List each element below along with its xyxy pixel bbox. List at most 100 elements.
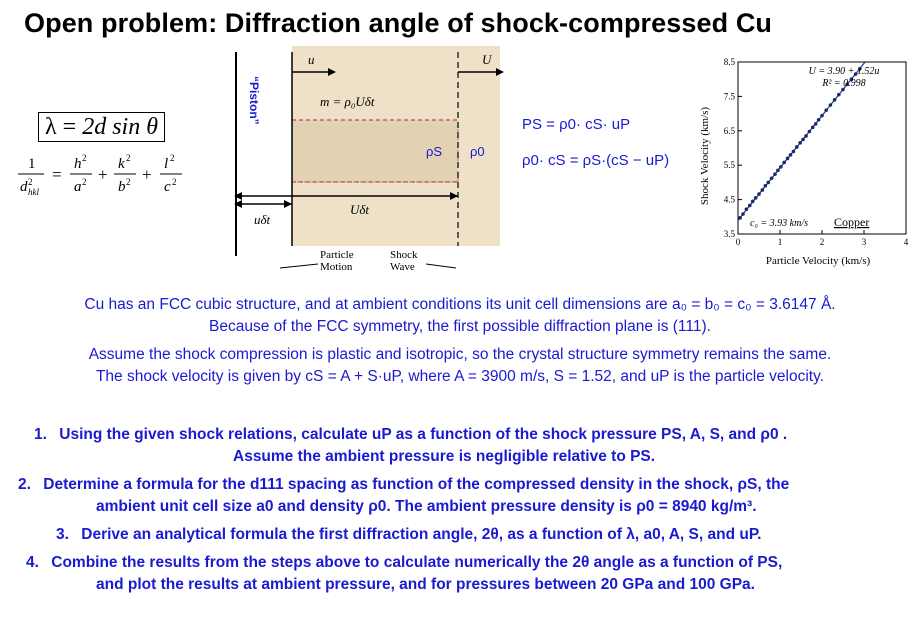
shocked-region (291, 119, 459, 183)
data-point (807, 129, 812, 134)
U-label: U (482, 52, 493, 67)
question-4-line2: and plot the results at ambient pressure… (96, 576, 755, 593)
eq-c-pow: 2 (172, 177, 177, 187)
y-tick-label: 7.5 (724, 91, 736, 101)
eq-d: d (20, 179, 28, 195)
particle-motion-label-2: Motion (320, 261, 353, 273)
eq-plus-2: + (142, 165, 152, 184)
x-tick-label: 4 (904, 237, 909, 247)
data-point (791, 149, 796, 154)
eq-h: h (74, 156, 82, 172)
data-point (824, 108, 828, 112)
plot-frame (737, 61, 907, 235)
udt-label: uδt (254, 212, 271, 227)
eq-a-pow: 2 (82, 177, 87, 187)
bragg-rhs: 2d sin θ (82, 114, 158, 140)
question-1: 1. Using the given shock relations, calc… (34, 424, 787, 445)
data-point (750, 199, 755, 204)
rho-s-label: ρS (426, 144, 442, 159)
data-point (804, 134, 808, 138)
data-point (763, 184, 768, 188)
y-tick-label: 5.5 (724, 160, 736, 170)
data-point (782, 160, 786, 165)
data-point (785, 156, 790, 161)
data-point (845, 82, 849, 87)
data-point (853, 72, 858, 76)
data-point (832, 98, 837, 102)
eq-l-pow: 2 (170, 153, 175, 163)
data-point (769, 176, 774, 181)
data-point (837, 92, 841, 97)
x-tick-label: 3 (862, 237, 867, 247)
data-point (766, 180, 771, 185)
question-2-line2: ambient unit cell size a0 and density ρ0… (96, 498, 757, 515)
data-point (757, 192, 761, 196)
page-title: Open problem: Diffraction angle of shock… (24, 8, 773, 38)
data-point (788, 153, 793, 157)
data-point (841, 87, 845, 92)
question-2-number: 2. (18, 476, 31, 493)
data-point (741, 212, 745, 216)
data-point (738, 216, 742, 220)
mass-label: m = ρ₀Uδt (320, 94, 375, 109)
y-tick-label: 6.5 (724, 126, 736, 136)
eq-dsub: hkl (28, 187, 39, 197)
data-point (779, 165, 783, 169)
data-point (801, 137, 805, 142)
y-axis-label: Shock Velocity (km/s) (699, 107, 711, 206)
data-point (798, 141, 802, 145)
data-point (753, 196, 758, 200)
relation-2: ρ0· cS = ρS·(cS − uP) (522, 152, 670, 169)
x-tick-label: 0 (736, 237, 741, 247)
rho-0-label: ρ0 (470, 144, 485, 159)
bragg-eq: = (62, 114, 77, 140)
data-point (816, 117, 821, 122)
question-3-line1: Derive an analytical formula the first d… (81, 526, 762, 543)
shock-wave-label-2: Wave (390, 261, 415, 273)
piston-label: “Piston” (247, 76, 261, 125)
x-axis-label: Particle Velocity (km/s) (766, 255, 871, 267)
Udt-label: Uδt (350, 202, 369, 217)
eq-l: l (164, 156, 168, 172)
data-point (744, 207, 749, 212)
shock-wave-label-1: Shock (390, 249, 418, 261)
question-4-line1: Combine the results from the steps above… (51, 554, 783, 571)
eq-h-pow: 2 (82, 153, 87, 163)
hugoniot-chart: 0 1 2 3 4 3.5 4.5 5.5 6.5 7.5 8.5 U = 3.90 + 1.52u… (699, 57, 909, 267)
eq-one: 1 (28, 156, 36, 172)
eq-a: a (74, 179, 82, 195)
x-tick-label: 1 (778, 237, 783, 247)
question-4-number: 4. (26, 554, 39, 571)
question-1-number: 1. (34, 426, 47, 443)
material-label: Copper (834, 215, 869, 229)
data-point (773, 172, 777, 176)
lattice-spacing-equation: 1 d hkl 2 = h 2 a 2 + k 2 b 2 + l 2 c 2 (18, 153, 182, 197)
shock-diagram: u U m = ρ₀Uδt “Piston” ρS ρ0 Uδt uδt Par… (234, 46, 504, 273)
particle-motion-label-1: Particle (320, 249, 354, 261)
data-point (795, 145, 799, 149)
eq-b-pow: 2 (126, 177, 131, 187)
data-point (828, 103, 833, 107)
eq-k-pow: 2 (126, 153, 131, 163)
r2-label: R² = 0.998 (821, 78, 865, 89)
question-3-number: 3. (56, 526, 69, 543)
data-point (810, 125, 815, 130)
eq-c: c (164, 179, 171, 195)
data-point (820, 113, 824, 118)
eq-equals: = (52, 165, 62, 184)
eq-b: b (118, 179, 126, 195)
y-tick-label: 3.5 (724, 229, 736, 239)
fit-label: U = 3.90 + 1.52u (809, 66, 880, 77)
intro-p1-line2: Because of the FCC symmetry, the first p… (209, 318, 711, 335)
bragg-equation: λ = 2d sin θ (38, 112, 165, 142)
y-tick-label: 4.5 (724, 195, 736, 205)
c0-label: c₀ = 3.93 km/s (750, 218, 808, 229)
question-4: 4. Combine the results from the steps ab… (26, 552, 782, 573)
y-tick-label: 8.5 (724, 57, 736, 67)
data-point (747, 203, 752, 208)
u-label: u (308, 52, 315, 67)
question-2: 2. Determine a formula for the d111 spac… (18, 474, 789, 495)
eq-d-pow: 2 (28, 177, 33, 187)
data-point (858, 67, 862, 71)
data-point (849, 77, 854, 81)
